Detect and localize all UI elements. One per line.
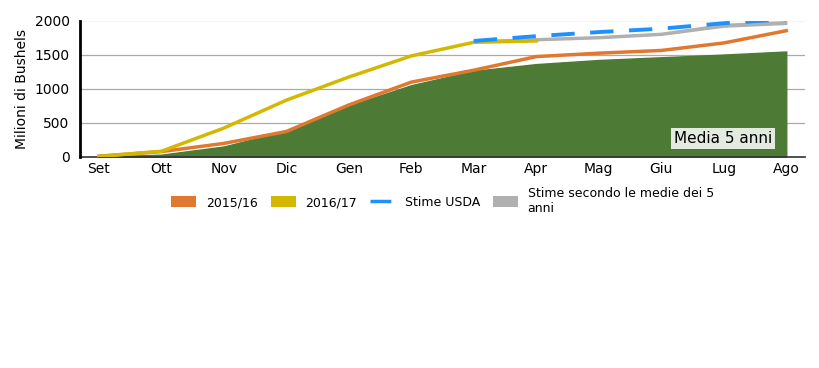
Legend: 2015/16, 2016/17, Stime USDA, Stime secondo le medie dei 5
anni: 2015/16, 2016/17, Stime USDA, Stime seco… — [165, 181, 719, 221]
Y-axis label: Milioni di Bushels: Milioni di Bushels — [15, 29, 29, 149]
Text: Media 5 anni: Media 5 anni — [673, 131, 771, 146]
